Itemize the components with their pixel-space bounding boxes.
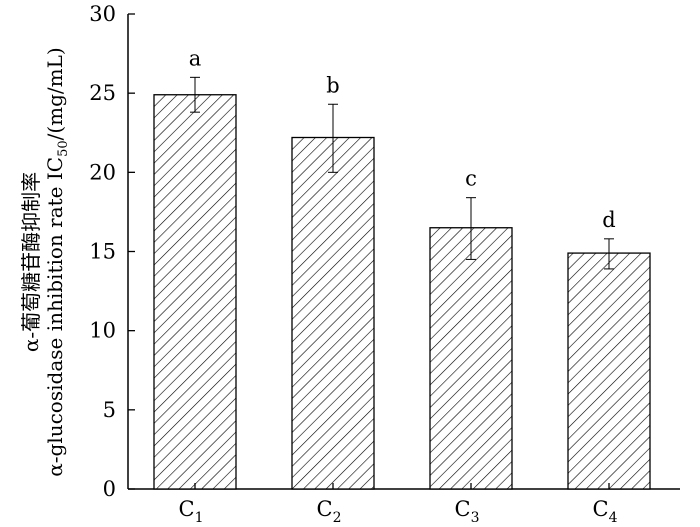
y-axis-title-line2-suffix: /(mg/mL) xyxy=(43,47,67,140)
x-tick-label: C4 xyxy=(593,497,618,526)
significance-letter: c xyxy=(465,167,477,191)
y-tick-label: 20 xyxy=(89,160,116,184)
y-tick-label: 5 xyxy=(103,398,116,422)
y-axis-title-line1: α-葡萄糖苷酶抑制率 xyxy=(19,172,43,352)
y-tick-label: 25 xyxy=(89,81,116,105)
x-tick-label: C1 xyxy=(179,497,204,526)
significance-letter: b xyxy=(326,73,339,97)
bar xyxy=(429,227,513,490)
significance-letter: d xyxy=(602,208,615,232)
x-tick-label: C3 xyxy=(455,497,480,526)
significance-letter: a xyxy=(189,46,202,70)
y-axis-title: α-葡萄糖苷酶抑制率 α-glucosidase inhibition rate… xyxy=(19,47,71,476)
x-tick-label: C2 xyxy=(317,497,342,526)
plot-area: 0 5 10 15 20 25 30 a C1 b C2 c C3 d C4 xyxy=(89,2,680,526)
y-tick-label: 15 xyxy=(89,240,116,264)
bar xyxy=(567,252,651,490)
bar xyxy=(153,94,237,490)
y-axis-title-line2: α-glucosidase inhibition rate IC50/(mg/m… xyxy=(43,47,71,476)
y-axis-title-subscript: 50 xyxy=(56,140,71,157)
y-tick-label: 0 xyxy=(103,477,116,501)
y-axis-title-line2-prefix: α-glucosidase inhibition rate IC xyxy=(43,157,67,477)
bar xyxy=(291,136,375,490)
y-tick-label: 30 xyxy=(89,2,116,26)
y-tick-label: 10 xyxy=(89,319,116,343)
